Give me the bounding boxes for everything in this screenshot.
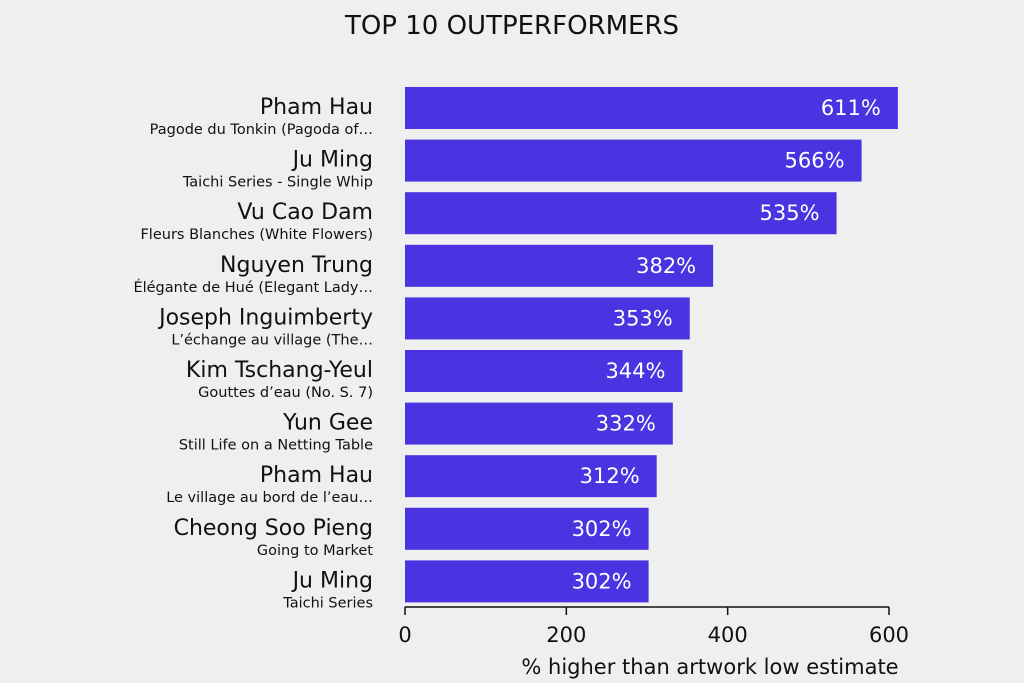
artwork-label: Still Life on a Netting Table [179, 438, 373, 454]
artwork-label: Le village au bord de l’eau… [166, 490, 373, 506]
bar-value-label: 353% [613, 306, 673, 330]
bar [405, 192, 837, 235]
artist-label: Yun Gee [282, 411, 373, 436]
bar [405, 402, 673, 445]
artwork-label: Taichi Series - Single Whip [182, 175, 373, 191]
bar-value-label: 302% [572, 569, 632, 593]
x-tick-label: 200 [546, 623, 586, 647]
artist-label: Cheong Soo Pieng [174, 516, 373, 541]
bar-value-label: 611% [821, 96, 881, 120]
bar [405, 297, 690, 340]
x-axis-title: % higher than artwork low estimate [521, 655, 898, 679]
artist-label: Nguyen Trung [220, 253, 373, 278]
bar [405, 350, 683, 392]
artwork-label: Pagode du Tonkin (Pagoda of… [150, 122, 373, 138]
bar [405, 244, 714, 287]
bars-group: 611% 566% 535% 382% 353% 344% 332% 312% 302% 302% [405, 87, 898, 603]
artwork-label: L’échange au village (The… [171, 332, 373, 348]
artist-label: Joseph Inguimberty [157, 305, 373, 330]
bar [405, 139, 862, 182]
bar [405, 560, 649, 603]
artist-label: Vu Cao Dam [237, 200, 373, 225]
artist-label: Kim Tschang-Yeul [186, 358, 373, 383]
bar [405, 507, 649, 550]
bar-value-label: 344% [605, 359, 665, 383]
bar-value-label: 382% [636, 254, 696, 278]
artwork-label: Élégante de Hué (Elegant Lady… [133, 279, 373, 296]
artist-label: Pham Hau [260, 95, 373, 120]
bar-value-label: 332% [596, 412, 656, 436]
chart-title: TOP 10 OUTPERFORMERS [344, 11, 679, 41]
artwork-label: Fleurs Blanches (White Flowers) [140, 227, 373, 243]
artwork-label: Taichi Series [282, 595, 373, 611]
artwork-label: Gouttes d’eau (No. S. 7) [198, 385, 373, 401]
artwork-label: Going to Market [257, 543, 373, 559]
x-axis: 0 200 400 600 [398, 606, 909, 647]
artist-label: Pham Hau [260, 463, 373, 488]
y-axis-labels: Pham Hau Pagode du Tonkin (Pagoda of… Ju M… [133, 95, 373, 611]
bar-value-label: 312% [580, 464, 640, 488]
bar-value-label: 535% [760, 201, 820, 225]
bar-value-label: 566% [785, 149, 845, 173]
bar-value-label: 302% [572, 517, 632, 541]
artist-label: Ju Ming [291, 148, 373, 173]
x-tick-label: 600 [869, 623, 909, 647]
bar [405, 455, 657, 498]
artist-label: Ju Ming [291, 568, 373, 593]
x-tick-label: 400 [708, 623, 748, 647]
x-tick-label: 0 [398, 623, 411, 647]
bar [405, 87, 898, 129]
